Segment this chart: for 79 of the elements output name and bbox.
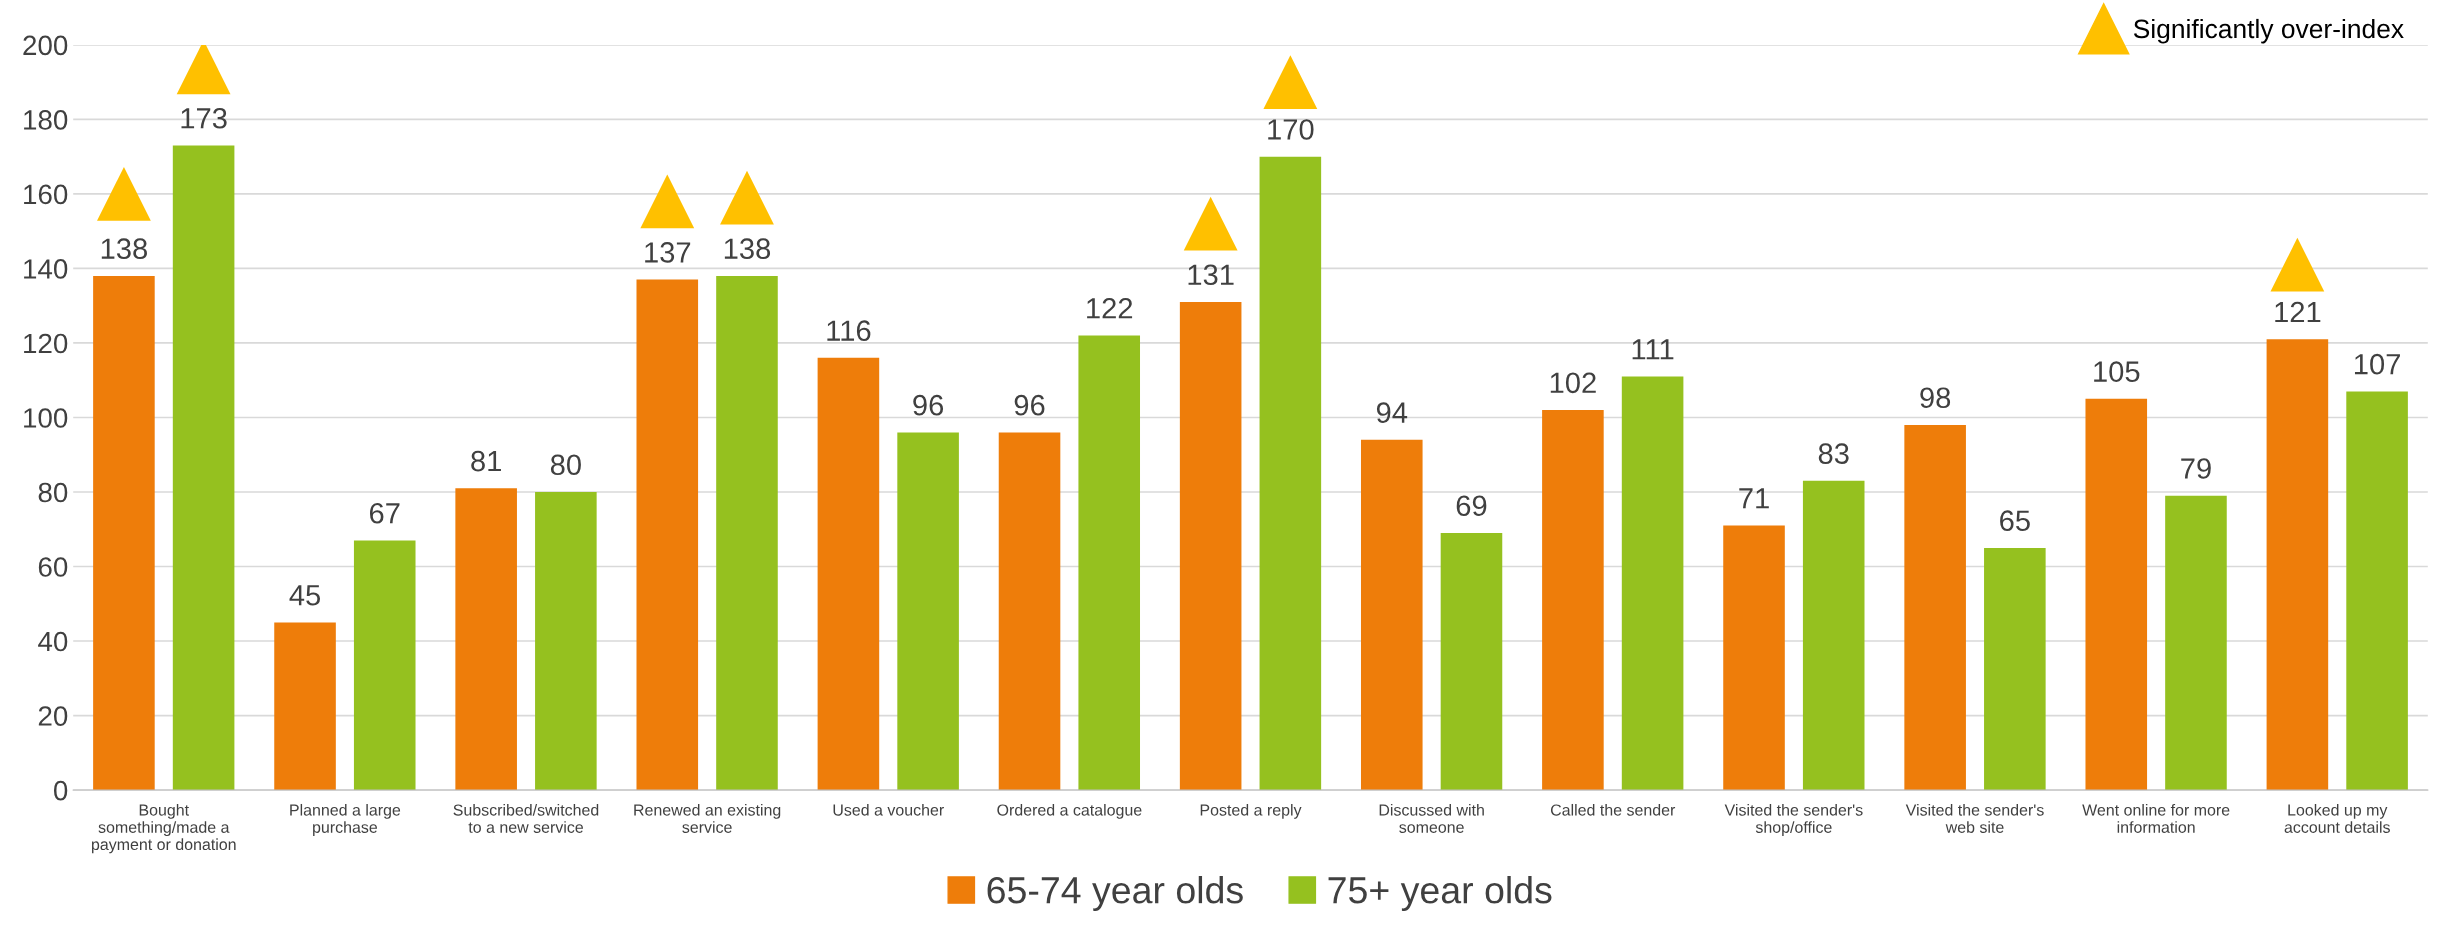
bar <box>2346 391 2408 791</box>
data-label: 67 <box>369 502 400 524</box>
y-tick-label: 180 <box>24 110 68 130</box>
y-tick-label: 160 <box>24 184 68 205</box>
data-label: 137 <box>645 242 691 263</box>
bar <box>2266 339 2329 791</box>
y-tick-label: 100 <box>24 408 68 428</box>
bar <box>274 622 336 791</box>
data-label: 105 <box>2094 361 2140 382</box>
x-tick-label: Went online for more information <box>2082 803 2230 833</box>
data-label: 170 <box>1268 119 1314 140</box>
data-label: 69 <box>1456 495 1487 517</box>
data-label: 83 <box>1818 443 1849 464</box>
bar <box>535 492 597 791</box>
data-label: 71 <box>1739 488 1769 509</box>
data-label: 98 <box>1920 387 1951 409</box>
data-label: 173 <box>181 107 227 129</box>
y-tick-label: 200 <box>23 35 68 56</box>
legend-label: 75+ year olds <box>1328 875 1552 911</box>
bar <box>1802 480 1865 791</box>
bar <box>1621 376 1684 791</box>
x-tick-label: Called the sender <box>1550 803 1676 816</box>
data-label: 107 <box>2354 353 2400 375</box>
data-label: 65 <box>2000 510 2030 532</box>
bar <box>998 432 1061 791</box>
y-tick-label: 40 <box>38 631 68 652</box>
data-label: 138 <box>724 238 771 260</box>
y-tick-label: 120 <box>24 333 68 354</box>
y-tick-label: 80 <box>38 482 68 503</box>
legend-label: 65-74 year olds <box>987 875 1243 911</box>
data-label: 116 <box>827 320 871 341</box>
data-label: 81 <box>471 450 501 472</box>
bar <box>1440 532 1503 791</box>
bar <box>1259 156 1322 791</box>
data-label: 102 <box>1550 372 1596 394</box>
x-tick-label: Discussed with someone <box>1379 803 1484 833</box>
data-label: 111 <box>1632 339 1674 360</box>
y-tick-label: 0 <box>53 780 68 801</box>
bar <box>1542 410 1604 791</box>
x-tick-label: Visited the sender's shop/office <box>1724 803 1863 837</box>
bar <box>353 540 416 791</box>
data-label: 79 <box>2181 458 2211 479</box>
legend-label: Significantly over-index <box>2133 18 2404 44</box>
x-tick-label: Used a voucher <box>833 803 944 816</box>
bar <box>1984 547 2046 791</box>
bar <box>172 145 235 791</box>
x-tick-label: Bought something/made a payment or donation <box>91 803 236 854</box>
data-label: 94 <box>1376 402 1408 423</box>
y-tick-label: 60 <box>38 557 68 577</box>
data-label: 96 <box>913 394 944 416</box>
x-tick-label: Looked up my account details <box>2284 803 2390 833</box>
bar <box>2085 398 2148 791</box>
bar <box>2165 495 2227 791</box>
bar <box>716 275 778 791</box>
data-label: 121 <box>2275 301 2321 323</box>
bar <box>897 432 959 791</box>
x-tick-label: Visited the sender's web site <box>1905 803 2044 833</box>
data-label: 96 <box>1014 394 1045 416</box>
data-label: 45 <box>289 585 321 606</box>
bar <box>1078 335 1141 791</box>
y-tick-label: 20 <box>38 706 68 726</box>
x-tick-label: Planned a large purchase <box>290 803 401 837</box>
bar <box>1723 525 1785 791</box>
data-label: 138 <box>101 238 147 260</box>
x-tick-label: Posted a reply <box>1200 803 1302 819</box>
x-tick-label: Subscribed/switched to a new service <box>453 803 599 833</box>
y-tick-label: 140 <box>24 259 68 279</box>
bar <box>1360 439 1423 791</box>
bar <box>93 275 155 791</box>
bar <box>1179 301 1242 791</box>
bar <box>636 279 699 791</box>
data-label: 131 <box>1188 264 1234 286</box>
bar <box>817 357 880 791</box>
data-label: 80 <box>550 454 581 476</box>
bar <box>455 488 517 791</box>
x-tick-label: Ordered a catalogue <box>997 803 1142 819</box>
bar <box>1904 424 1966 791</box>
x-tick-label: Renewed an existing service <box>634 803 781 833</box>
data-label: 122 <box>1087 297 1133 319</box>
